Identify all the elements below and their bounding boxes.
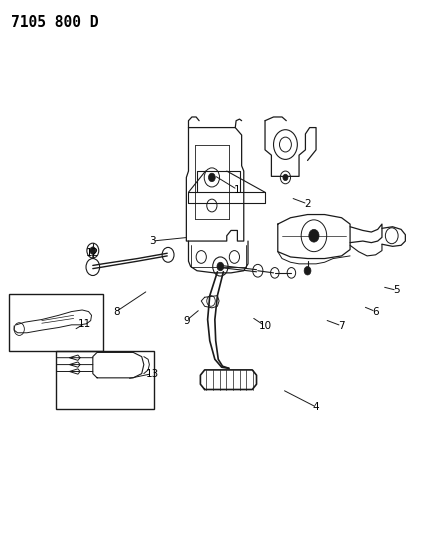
Text: 3: 3	[149, 236, 156, 246]
Circle shape	[208, 173, 215, 182]
Text: 7: 7	[338, 321, 345, 331]
Circle shape	[309, 229, 319, 242]
Text: 5: 5	[393, 285, 400, 295]
Text: 2: 2	[304, 199, 311, 209]
Text: 8: 8	[113, 306, 119, 317]
Text: 10: 10	[259, 321, 272, 331]
Bar	[56, 351, 154, 409]
Circle shape	[90, 247, 96, 254]
Text: 4: 4	[313, 402, 319, 412]
Text: 7105 800 D: 7105 800 D	[11, 14, 98, 30]
Text: 6: 6	[372, 306, 379, 317]
Circle shape	[304, 266, 311, 275]
Bar	[9, 294, 103, 351]
Circle shape	[217, 262, 224, 271]
Text: 9: 9	[183, 316, 190, 326]
Circle shape	[283, 174, 288, 181]
Text: 11: 11	[78, 319, 91, 329]
Text: 13: 13	[146, 369, 159, 378]
Text: 1: 1	[234, 184, 241, 195]
Text: 12: 12	[86, 248, 99, 258]
